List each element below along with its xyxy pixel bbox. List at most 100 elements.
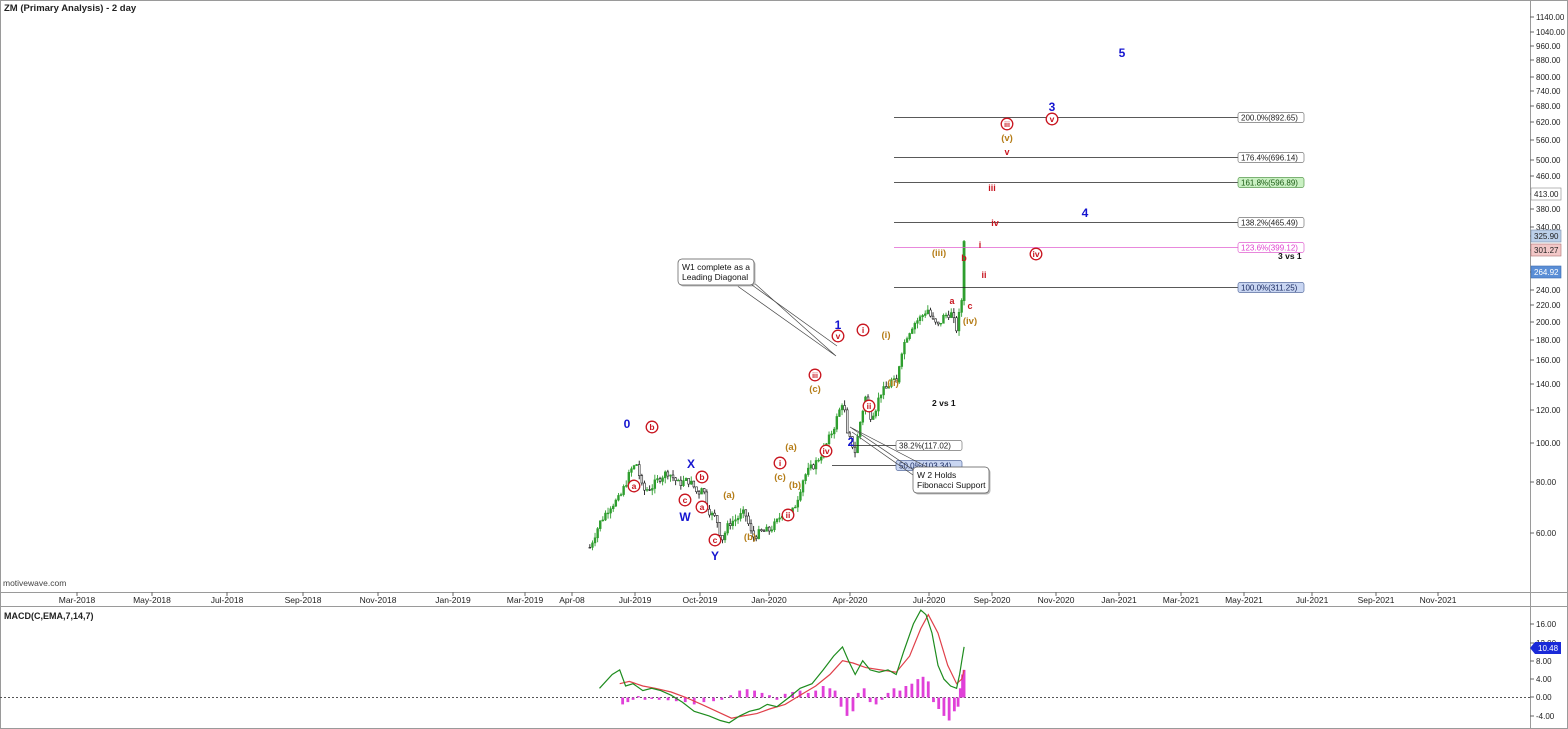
wave-label: c bbox=[683, 495, 688, 505]
price-axis-label: 180.00 bbox=[1536, 336, 1561, 345]
macd-histogram-bar bbox=[768, 695, 771, 698]
wave-circle bbox=[645, 420, 659, 434]
fib-level-label[interactable]: 38.2%(117.02) bbox=[899, 442, 951, 451]
wave-circle bbox=[773, 456, 787, 470]
macd-histogram-bar bbox=[775, 697, 779, 700]
fib-level-label[interactable]: 100.0%(311.25) bbox=[1241, 284, 1298, 293]
macd-histogram-bar bbox=[874, 697, 878, 705]
fib-level-label[interactable]: 123.6%(399.12) bbox=[1241, 244, 1298, 253]
wave-label: (a) bbox=[723, 490, 735, 501]
candle-body bbox=[744, 509, 748, 517]
fib-level-box[interactable] bbox=[1237, 177, 1305, 188]
candle-body bbox=[593, 537, 597, 544]
wave-circle bbox=[1000, 117, 1014, 131]
candle-body bbox=[739, 513, 742, 519]
fib-level-label[interactable]: 161.8%(596.89) bbox=[1241, 179, 1298, 188]
candle-body bbox=[619, 494, 623, 496]
candle-body bbox=[835, 416, 839, 430]
macd-axis-label: -4.00 bbox=[1536, 712, 1555, 721]
price-axis-label: 380.00 bbox=[1536, 205, 1561, 214]
price-axis-label: 200.00 bbox=[1536, 318, 1561, 327]
annotation-2-vs-1: 2 vs 1 bbox=[932, 398, 956, 408]
candle-body bbox=[742, 509, 745, 514]
fib-level-box[interactable] bbox=[1237, 112, 1305, 123]
candle-body bbox=[916, 320, 919, 324]
callout-text-line: Leading Diagonal bbox=[682, 272, 748, 282]
macd-histogram-bar bbox=[956, 697, 960, 707]
wave-label: v bbox=[836, 331, 841, 341]
candle-body bbox=[708, 508, 711, 516]
callout-text-line: W 2 Holds bbox=[917, 470, 956, 480]
price-tag-label: 325.90 bbox=[1534, 232, 1559, 241]
candle-body bbox=[952, 312, 956, 319]
wave-label: (b) bbox=[789, 480, 801, 491]
macd-value-tag bbox=[1530, 642, 1561, 654]
macd-histogram-bar bbox=[657, 697, 661, 700]
candle-body bbox=[658, 478, 662, 482]
fib-level-label[interactable]: 138.2%(465.49) bbox=[1241, 219, 1298, 228]
candle-body bbox=[617, 495, 620, 501]
candle-body bbox=[721, 534, 724, 541]
candle-body bbox=[942, 314, 945, 324]
candle-body bbox=[955, 317, 958, 332]
candle-body bbox=[859, 421, 862, 437]
time-axis-label: Mar-2018 bbox=[59, 595, 96, 605]
candle-body bbox=[612, 505, 615, 510]
fib-level-box[interactable] bbox=[895, 440, 963, 451]
candle-body bbox=[838, 409, 841, 417]
candle-body bbox=[674, 477, 677, 481]
wave-circle bbox=[627, 479, 641, 493]
candle-body bbox=[749, 523, 753, 532]
callout-box[interactable] bbox=[677, 258, 755, 286]
fib-level-box[interactable] bbox=[1237, 217, 1305, 228]
fib-level-box[interactable] bbox=[1237, 282, 1305, 293]
candle-body bbox=[645, 489, 649, 491]
macd-histogram-bar bbox=[868, 697, 872, 703]
price-axis-label: 1140.00 bbox=[1536, 13, 1565, 22]
price-axis-label: 100.00 bbox=[1536, 439, 1561, 448]
wave-label: (c) bbox=[809, 384, 821, 395]
wave-label: 4 bbox=[1082, 206, 1089, 220]
candle-body bbox=[830, 433, 833, 436]
candle-body bbox=[804, 474, 807, 481]
macd-histogram-bar bbox=[702, 697, 706, 703]
macd-histogram-bar bbox=[806, 692, 810, 698]
macd-histogram-bar bbox=[961, 674, 964, 698]
price-axis-label: 680.00 bbox=[1536, 102, 1561, 111]
candle-body bbox=[874, 410, 878, 417]
wave-label: (v) bbox=[1001, 133, 1013, 144]
candle-body bbox=[713, 512, 716, 516]
candle-body bbox=[833, 428, 836, 435]
time-axis-label: Jul-2020 bbox=[913, 595, 946, 605]
candle-body bbox=[911, 328, 914, 334]
candle-body bbox=[653, 479, 657, 489]
fib-level-label[interactable]: 176.4%(696.14) bbox=[1241, 154, 1298, 163]
callout-box[interactable] bbox=[912, 466, 990, 494]
wave-label: ii bbox=[867, 401, 872, 411]
candle-body bbox=[747, 515, 750, 525]
macd-histogram-bar bbox=[851, 697, 855, 712]
fib-level-box[interactable] bbox=[1237, 152, 1305, 163]
wave-label: i bbox=[862, 325, 864, 335]
fib-level-label[interactable]: 200.0%(892.65) bbox=[1241, 114, 1298, 123]
watermark: motivewave.com bbox=[3, 578, 66, 588]
callout-text: W 2 Holds Fibonacci Support bbox=[917, 470, 986, 490]
wave-label: (c) bbox=[774, 472, 786, 483]
candle-body bbox=[890, 379, 893, 387]
candle-body bbox=[697, 491, 701, 495]
candle-body bbox=[895, 378, 898, 383]
candle-body bbox=[773, 521, 776, 531]
candle-body bbox=[820, 456, 823, 461]
candle-body bbox=[799, 491, 802, 501]
wave-label: W bbox=[679, 510, 691, 524]
macd-title: MACD(C,EMA,7,14,7) bbox=[4, 611, 94, 621]
macd-histogram-bar bbox=[937, 697, 941, 709]
candle-body bbox=[947, 314, 950, 318]
wave-label: (i) bbox=[882, 330, 891, 341]
candle-body bbox=[599, 520, 602, 529]
wave-label: i bbox=[779, 458, 781, 468]
fib-level-box[interactable] bbox=[1237, 242, 1305, 253]
candle-body bbox=[606, 512, 610, 515]
candle-body bbox=[635, 464, 638, 466]
